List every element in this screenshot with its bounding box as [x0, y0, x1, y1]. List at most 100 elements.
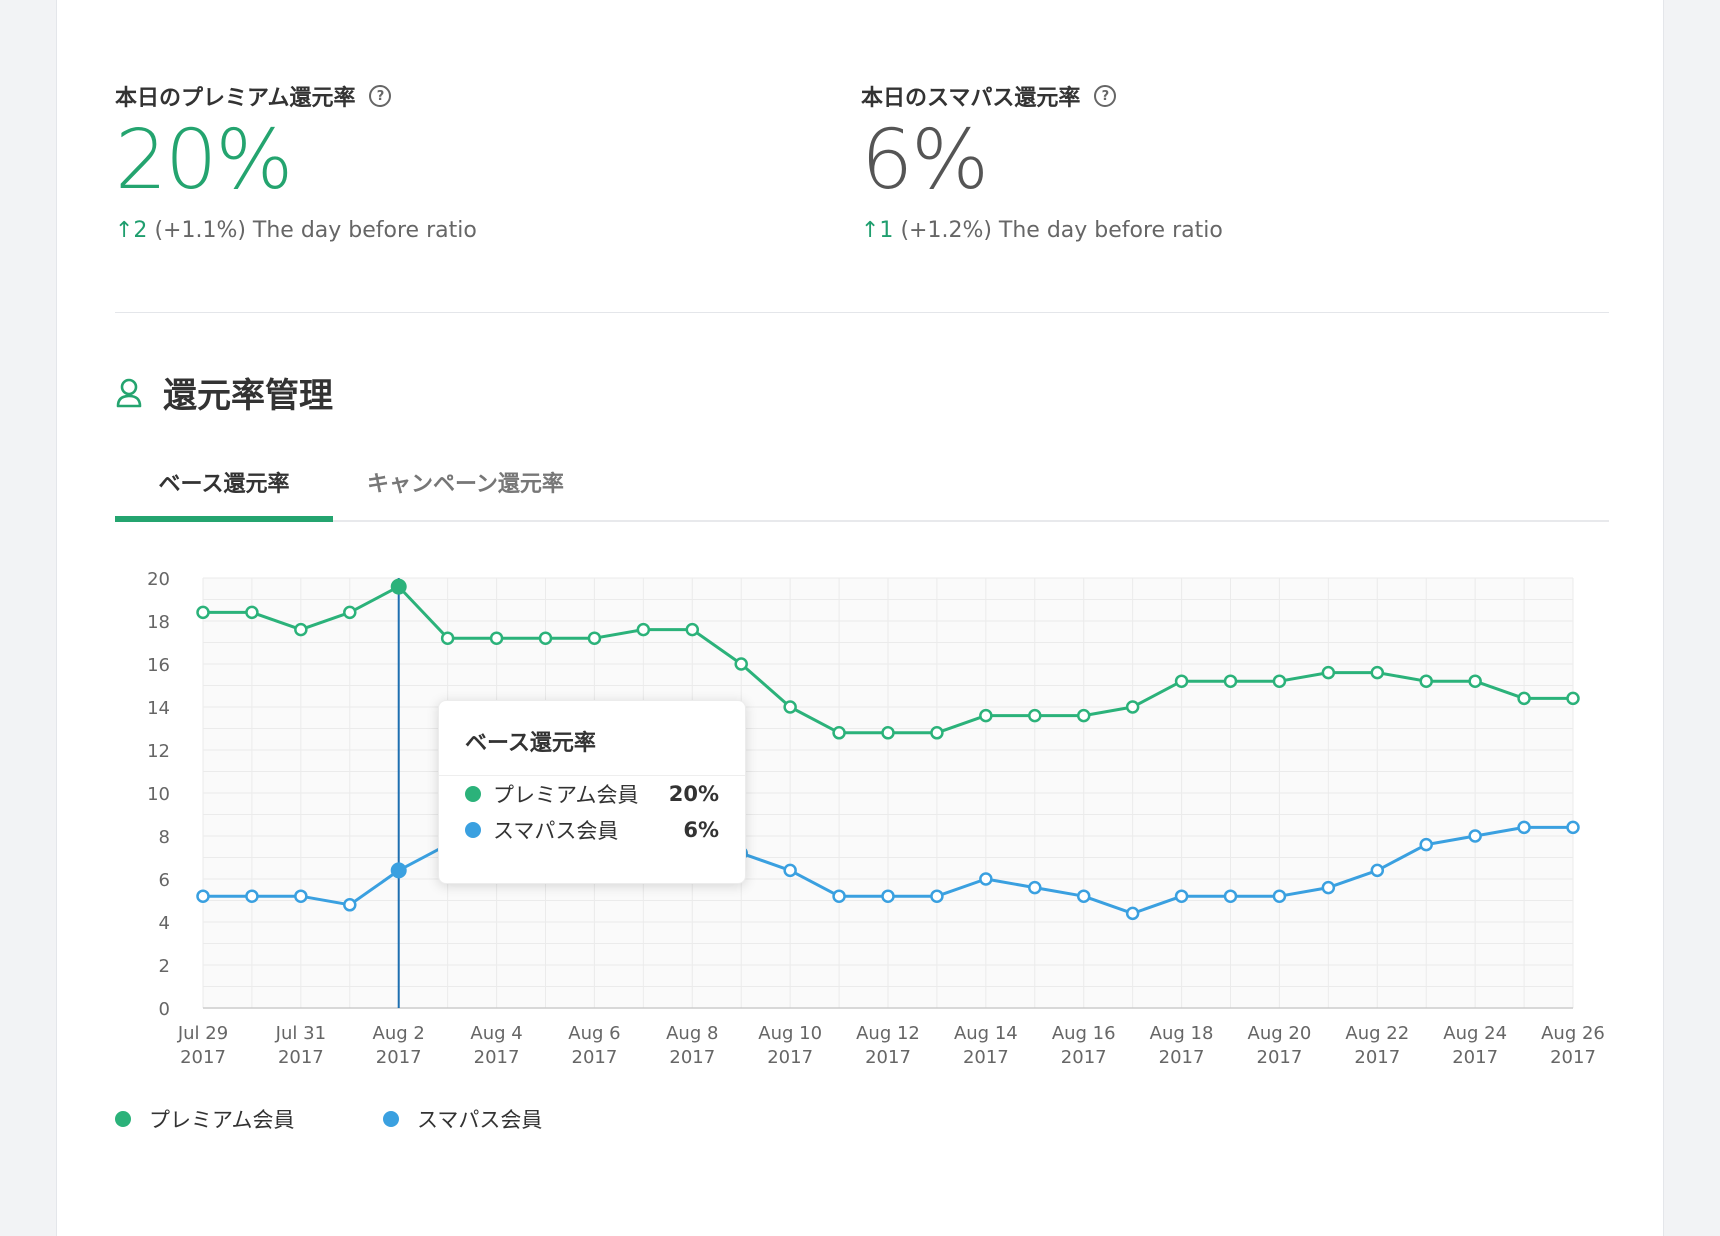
- legend-item-premium[interactable]: プレミアム会員: [115, 1104, 295, 1134]
- data-point: [245, 605, 259, 620]
- y-tick-label: 4: [159, 913, 170, 934]
- x-tick-year: 2017: [669, 1047, 715, 1068]
- data-point-active: [390, 862, 407, 879]
- data-point: [1076, 889, 1091, 903]
- x-tick-year: 2017: [963, 1047, 1009, 1068]
- x-tick-year: 2017: [1061, 1047, 1107, 1068]
- x-tick-label: Aug 26: [1541, 1023, 1605, 1044]
- tooltip-value-premium: 20%: [668, 782, 719, 806]
- tooltip-value-smapass: 6%: [683, 818, 719, 842]
- x-tick-label: Aug 4: [470, 1023, 522, 1044]
- kpi-smapass-title-row: 本日のスマパス還元率 ?: [861, 80, 1223, 112]
- x-tick-year: 2017: [278, 1047, 324, 1068]
- y-tick-label: 16: [147, 655, 170, 676]
- data-point: [1370, 863, 1385, 878]
- legend-item-smapass[interactable]: スマパス会員: [383, 1104, 542, 1134]
- data-point: [1321, 665, 1336, 680]
- data-point: [1566, 691, 1580, 706]
- data-point: [1566, 820, 1580, 835]
- x-tick-label: Aug 24: [1443, 1023, 1507, 1044]
- tooltip-label-smapass: スマパス会員: [493, 819, 619, 843]
- chart-tooltip: ベース還元率 プレミアム会員 20% スマパス会員 6%: [438, 700, 746, 884]
- data-point: [1272, 889, 1287, 903]
- y-tick-label: 6: [159, 870, 170, 891]
- data-point: [636, 622, 651, 637]
- data-point: [1076, 708, 1091, 723]
- y-tick-label: 10: [147, 784, 170, 805]
- tab-base-rate[interactable]: ベース還元率: [158, 472, 290, 497]
- kpi-premium: 本日のプレミアム還元率 ? 20% ↑2 (+1.1%) The day bef…: [115, 80, 477, 243]
- x-tick-year: 2017: [474, 1047, 520, 1068]
- y-tick-label: 18: [147, 612, 170, 633]
- data-point: [1272, 674, 1287, 688]
- data-point: [587, 631, 602, 645]
- data-point: [979, 872, 993, 886]
- y-tick-label: 20: [147, 569, 170, 590]
- x-tick-year: 2017: [1452, 1047, 1498, 1068]
- kpi-smapass-delta: ↑1: [861, 218, 894, 243]
- kpi-premium-delta: ↑2: [115, 218, 148, 243]
- data-point: [685, 622, 700, 637]
- data-point: [881, 889, 895, 903]
- data-point: [930, 726, 944, 740]
- kpi-premium-title: 本日のプレミアム還元率: [115, 86, 356, 111]
- x-tick-label: Aug 6: [568, 1023, 620, 1044]
- tab-bar: ベース還元率 キャンペーン還元率: [115, 456, 1609, 522]
- x-tick-year: 2017: [376, 1047, 422, 1068]
- legend-label-premium: プレミアム会員: [149, 1108, 295, 1132]
- tooltip-dot-premium: [465, 786, 481, 802]
- data-point: [1419, 837, 1433, 852]
- x-tick-label: Aug 2: [373, 1023, 425, 1044]
- kpi-premium-value: 20%: [115, 113, 293, 208]
- data-point: [343, 898, 357, 912]
- kpi-premium-title-row: 本日のプレミアム還元率 ?: [115, 80, 477, 112]
- y-tick-label: 2: [159, 956, 170, 977]
- x-tick-label: Aug 18: [1150, 1023, 1214, 1044]
- x-tick-label: Aug 22: [1345, 1023, 1409, 1044]
- legend-dot-premium: [115, 1111, 131, 1127]
- data-point: [538, 631, 553, 645]
- kpi-smapass-change: ↑1 (+1.2%) The day before ratio: [861, 218, 1223, 243]
- data-point-active: [390, 578, 407, 595]
- tooltip-dot-smapass: [465, 822, 481, 838]
- data-point: [245, 889, 259, 903]
- data-point: [832, 889, 846, 903]
- data-point: [1223, 674, 1238, 688]
- data-point: [196, 605, 210, 620]
- x-tick-year: 2017: [1159, 1047, 1205, 1068]
- legend-label-smapass: スマパス会員: [417, 1108, 543, 1132]
- x-tick-year: 2017: [865, 1047, 911, 1068]
- y-tick-label: 0: [159, 999, 170, 1020]
- x-tick-label: Aug 20: [1248, 1023, 1312, 1044]
- kpi-premium-change: ↑2 (+1.1%) The day before ratio: [115, 218, 477, 243]
- x-tick-label: Jul 29: [177, 1023, 228, 1044]
- data-point: [1028, 708, 1042, 723]
- data-point: [1517, 691, 1531, 706]
- data-point: [1370, 665, 1385, 680]
- data-point: [1468, 674, 1482, 688]
- data-point: [930, 889, 944, 903]
- data-point: [1125, 906, 1140, 921]
- section-title: 還元率管理: [163, 376, 333, 416]
- data-point: [1125, 700, 1140, 714]
- user-icon: [116, 378, 142, 407]
- data-point: [294, 622, 308, 637]
- help-icon[interactable]: ?: [369, 85, 392, 107]
- kpi-smapass-value: 6%: [861, 113, 989, 208]
- data-point: [832, 726, 846, 740]
- tooltip-row-smapass: スマパス会員 6%: [439, 812, 745, 848]
- x-tick-label: Jul 31: [275, 1023, 326, 1044]
- data-point: [1223, 889, 1238, 903]
- data-point: [440, 631, 455, 645]
- help-icon[interactable]: ?: [1094, 85, 1117, 107]
- kpi-smapass-title: 本日のスマパス還元率: [861, 86, 1081, 111]
- data-point: [783, 863, 797, 878]
- kpi-smapass: 本日のスマパス還元率 ? 6% ↑1 (+1.2%) The day befor…: [861, 80, 1223, 243]
- divider: [115, 312, 1609, 313]
- tab-campaign-rate[interactable]: キャンペーン還元率: [367, 472, 564, 497]
- data-point: [1419, 674, 1433, 688]
- kpi-premium-change-text: (+1.1%) The day before ratio: [154, 218, 477, 243]
- tooltip-row-premium: プレミアム会員 20%: [439, 776, 745, 812]
- y-tick-label: 12: [147, 741, 170, 762]
